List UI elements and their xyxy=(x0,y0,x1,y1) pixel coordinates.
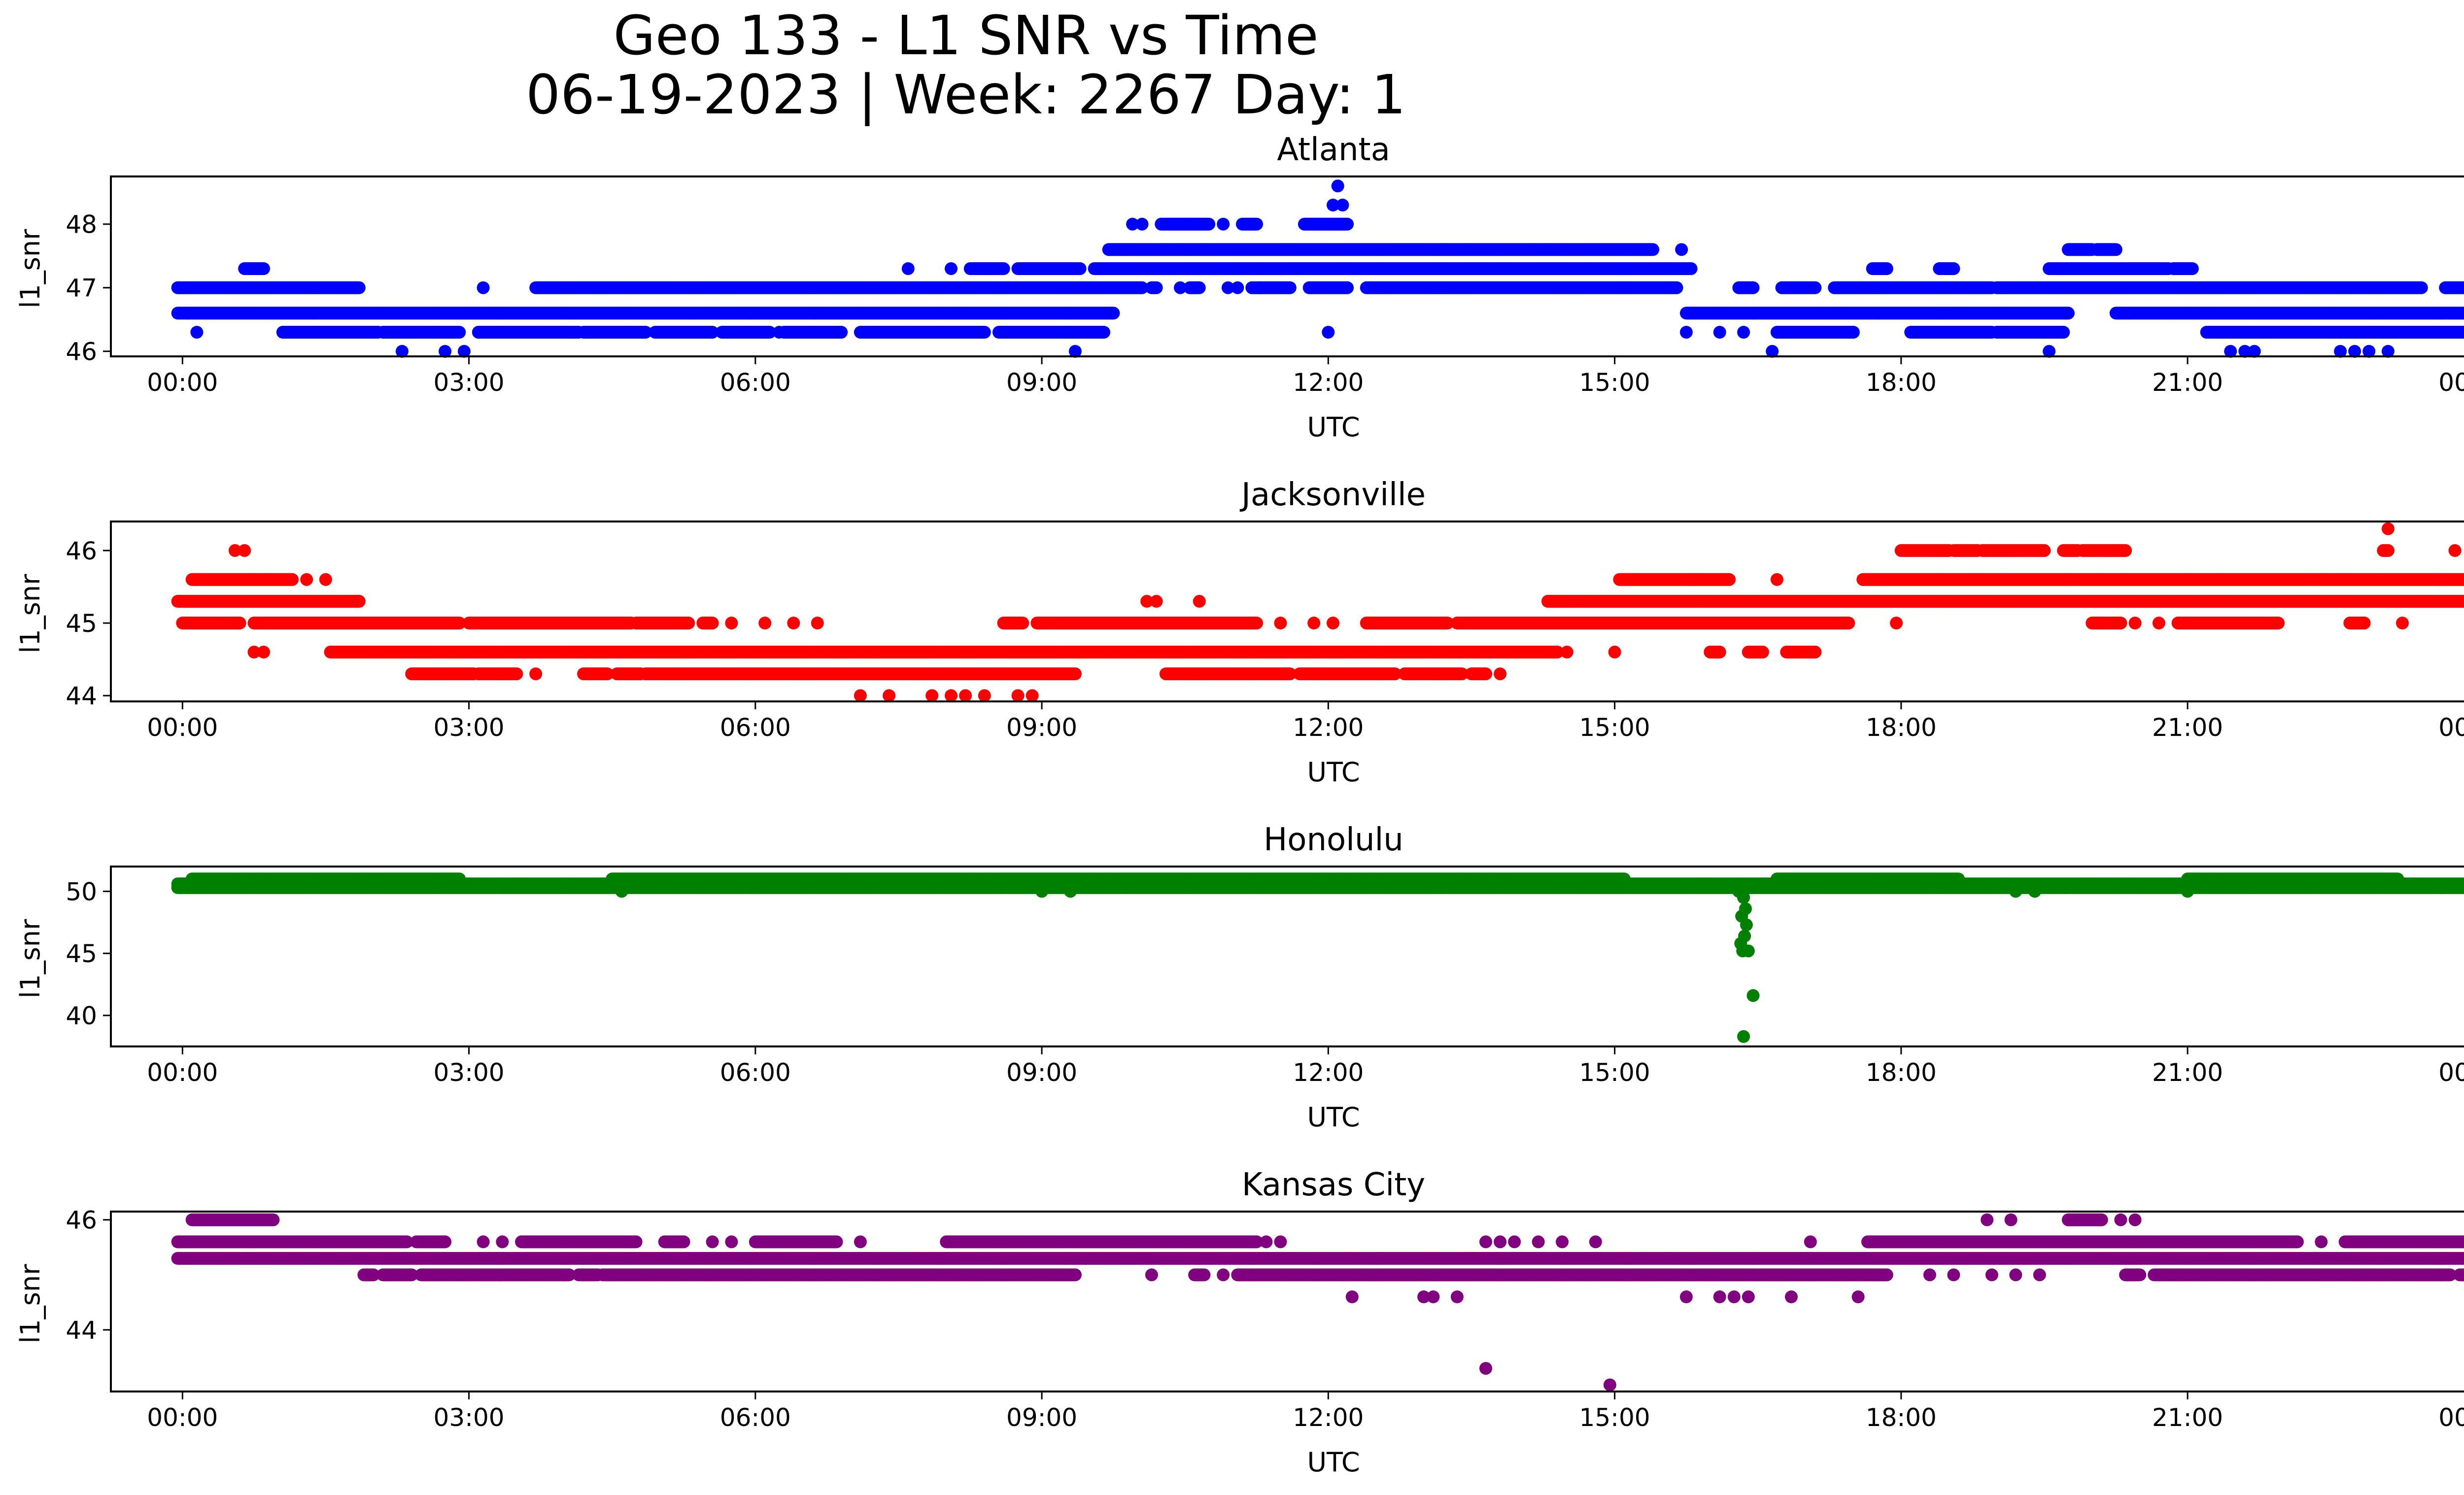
data-point xyxy=(1713,326,1726,339)
scatter-series xyxy=(171,179,2464,358)
panel-title: Atlanta xyxy=(1277,132,1390,168)
data-point xyxy=(2043,345,2056,358)
data-point xyxy=(706,326,719,339)
data-point xyxy=(2381,345,2395,358)
data-point xyxy=(2348,345,2361,358)
data-point xyxy=(2248,345,2261,358)
data-point xyxy=(395,345,409,358)
data-point xyxy=(1737,326,1750,339)
plot-area: 00:00 03:00 06:00 09:00 12:00 15:00 18:00 21:00… xyxy=(66,175,2464,397)
data-point xyxy=(190,326,204,339)
data-point xyxy=(1809,281,1822,294)
data-point xyxy=(1150,281,1163,294)
data-point xyxy=(2362,345,2376,358)
y-axis-label: l1_snr xyxy=(15,229,46,309)
data-point xyxy=(763,326,776,339)
data-point xyxy=(1679,326,1693,339)
panel-atlanta: Atlanta UTC l1_snr 00:00 03:00 06:00 09:00 1… xyxy=(15,132,2464,443)
data-point xyxy=(1746,281,1760,294)
figure-title-line-1: Geo 133 - L1 SNR vs Time xyxy=(613,4,1318,67)
data-point xyxy=(1847,326,1860,339)
data-point xyxy=(1097,326,1110,339)
data-point xyxy=(2224,345,2237,358)
data-point xyxy=(1670,281,1683,294)
data-point xyxy=(352,281,366,294)
data-point xyxy=(439,345,452,358)
figure-title-line-2: 06-19-2023 | Week: 2267 Day: 1 xyxy=(526,63,1406,127)
data-point xyxy=(1107,307,1120,320)
data-point xyxy=(1193,281,1206,294)
x-axis-label: UTC xyxy=(1307,412,1360,443)
data-point xyxy=(978,326,991,339)
data-point xyxy=(2061,307,2075,320)
data-point xyxy=(2334,345,2347,358)
data-point xyxy=(457,345,471,358)
data-point xyxy=(2238,345,2252,358)
data-point xyxy=(1322,326,1335,339)
data-point xyxy=(835,326,848,339)
data-point xyxy=(1068,345,1082,358)
data-point xyxy=(1283,281,1297,294)
data-point xyxy=(453,326,466,339)
data-point xyxy=(1341,281,1354,294)
data-point xyxy=(639,326,652,339)
data-point xyxy=(2057,326,2070,339)
data-point xyxy=(1766,345,1779,358)
